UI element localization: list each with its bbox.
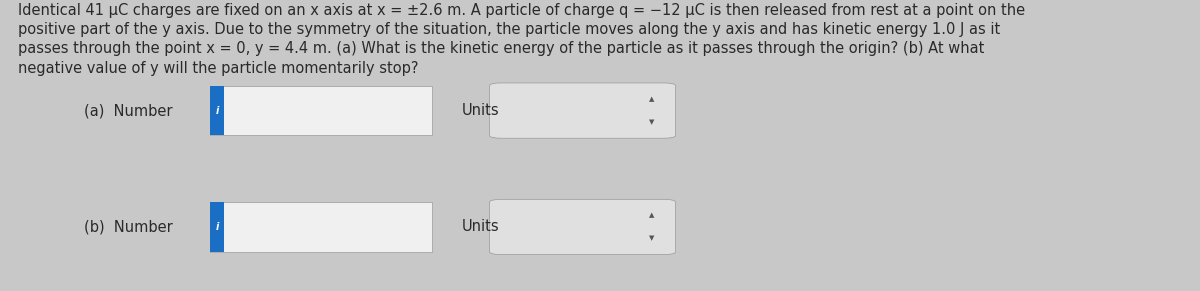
Text: Units: Units [462,103,499,118]
FancyBboxPatch shape [210,202,432,252]
FancyBboxPatch shape [210,86,224,135]
Text: (a)  Number: (a) Number [84,103,173,118]
Text: ▲: ▲ [649,212,654,218]
Text: Identical 41 μC charges are fixed on an x axis at x = ±2.6 m. A particle of char: Identical 41 μC charges are fixed on an … [18,3,1025,75]
FancyBboxPatch shape [490,83,676,138]
Text: i: i [216,106,218,116]
Text: ▼: ▼ [649,119,654,125]
Text: ▲: ▲ [649,96,654,102]
FancyBboxPatch shape [210,202,224,252]
FancyBboxPatch shape [210,86,432,135]
FancyBboxPatch shape [490,199,676,255]
Text: (b)  Number: (b) Number [84,219,173,235]
Text: ▼: ▼ [649,236,654,242]
Text: i: i [216,222,218,232]
Text: Units: Units [462,219,499,235]
